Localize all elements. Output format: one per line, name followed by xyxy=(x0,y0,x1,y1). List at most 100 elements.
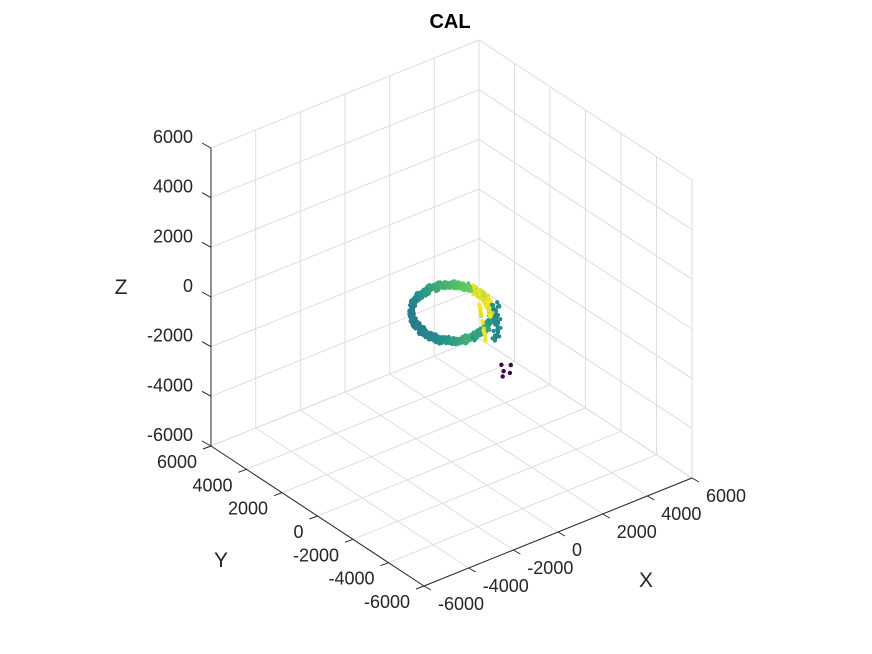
y-axis-label: Y xyxy=(214,549,228,572)
data-point xyxy=(493,321,498,326)
data-point xyxy=(483,339,488,344)
data-point xyxy=(485,325,490,330)
y-tick-label: -4000 xyxy=(328,569,374,589)
x-tick-label: -6000 xyxy=(438,594,484,614)
x-tick-label: -2000 xyxy=(527,558,573,578)
outlier-point xyxy=(500,374,505,379)
data-point xyxy=(497,334,502,339)
grid-line xyxy=(352,430,622,540)
data-point xyxy=(490,336,495,341)
x-tick-label: 2000 xyxy=(617,522,657,542)
data-point xyxy=(481,326,486,331)
z-tick-mark xyxy=(201,241,212,248)
x-tick-mark xyxy=(513,549,521,555)
z-tick-label: -4000 xyxy=(147,375,193,395)
data-point xyxy=(480,319,485,323)
y-tick-label: -6000 xyxy=(364,592,410,612)
z-tick-label: 0 xyxy=(183,276,193,296)
grid-line xyxy=(210,287,480,397)
y-tick-mark xyxy=(202,445,212,450)
data-point xyxy=(412,317,418,322)
y-tick-label: 4000 xyxy=(192,475,232,495)
y-tick-label: -2000 xyxy=(293,545,339,565)
y-tick-mark xyxy=(238,468,247,473)
grid-line xyxy=(281,384,551,494)
outlier-point xyxy=(508,362,513,368)
x-tick-mark xyxy=(557,531,566,537)
y-tick-label: 6000 xyxy=(157,452,197,472)
y-tick-mark xyxy=(415,585,425,590)
z-axis-label: Z xyxy=(115,276,128,299)
grid-line xyxy=(478,238,693,380)
x-tick-mark xyxy=(647,495,655,501)
x-tick-mark xyxy=(423,585,432,591)
y-tick-mark xyxy=(309,515,318,520)
data-point xyxy=(497,304,502,309)
data-point xyxy=(496,330,501,334)
grid-line xyxy=(317,407,586,517)
y-tick-mark xyxy=(273,492,283,497)
data-point xyxy=(493,312,498,317)
z-tick-label: -2000 xyxy=(147,326,193,346)
grid-line xyxy=(478,138,693,280)
data-point xyxy=(479,314,484,319)
outlier-point xyxy=(507,370,513,376)
grid-line xyxy=(478,39,693,181)
y-tick-label: 2000 xyxy=(228,499,268,519)
grid-line xyxy=(478,89,693,231)
x-tick-label: 6000 xyxy=(706,486,746,506)
data-point xyxy=(482,293,487,299)
z-tick-label: 6000 xyxy=(153,127,193,147)
data-point xyxy=(464,340,469,345)
x-axis-label: X xyxy=(639,569,653,592)
z-tick-label: 2000 xyxy=(153,226,193,246)
grid-line xyxy=(478,337,693,479)
y-tick-mark xyxy=(380,562,389,567)
grid-line xyxy=(210,337,480,447)
x-tick-label: -4000 xyxy=(483,576,529,596)
grid-line xyxy=(210,238,480,348)
data-point xyxy=(491,307,496,312)
grid-line xyxy=(210,39,480,149)
grid-line xyxy=(246,360,515,470)
data-points xyxy=(407,279,513,379)
x-tick-label: 0 xyxy=(572,540,582,560)
grid-line xyxy=(478,188,693,330)
data-point xyxy=(492,333,497,338)
data-point xyxy=(482,331,487,336)
chart-title: CAL xyxy=(429,11,470,33)
z-tick-label: -6000 xyxy=(147,425,193,445)
data-point xyxy=(498,317,503,322)
data-point xyxy=(483,335,488,339)
grid-line xyxy=(210,188,480,298)
data-point xyxy=(494,309,499,313)
x-tick-mark xyxy=(691,477,700,483)
axis-lines xyxy=(201,142,700,591)
z-tick-mark xyxy=(201,390,212,397)
outlier-point xyxy=(501,368,506,374)
data-point xyxy=(495,300,500,305)
data-point xyxy=(446,334,451,340)
x-tick-mark xyxy=(602,513,610,519)
data-point xyxy=(477,303,482,308)
z-tick-mark xyxy=(201,142,212,149)
data-point xyxy=(498,325,503,330)
z-tick-mark xyxy=(201,192,212,199)
z-tick-label: 4000 xyxy=(153,177,193,197)
grid-line xyxy=(388,454,657,564)
data-point xyxy=(474,334,479,339)
grid-line xyxy=(210,138,480,248)
data-point xyxy=(491,304,495,308)
data-point xyxy=(491,329,496,333)
y-tick-label: 0 xyxy=(293,522,303,542)
y-tick-mark xyxy=(344,538,354,543)
outlier-point xyxy=(499,362,504,367)
x-tick-label: 4000 xyxy=(661,504,701,524)
x-tick-mark xyxy=(468,567,476,573)
z-tick-mark xyxy=(201,341,212,348)
grid-lines xyxy=(210,39,693,587)
z-tick-mark xyxy=(201,440,212,447)
grid-line xyxy=(478,287,693,429)
